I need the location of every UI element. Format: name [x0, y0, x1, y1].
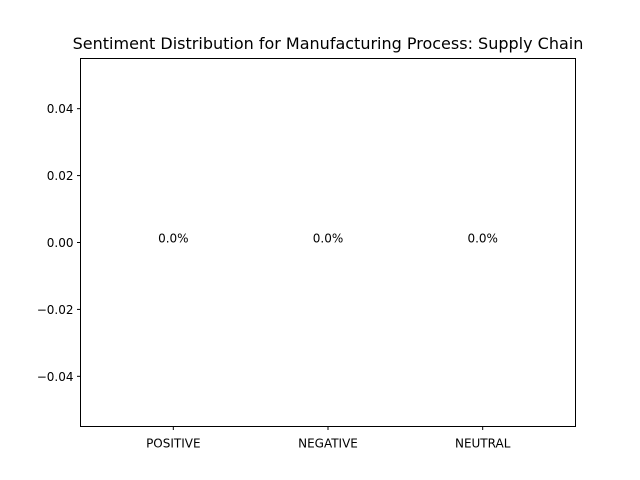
chart-title: Sentiment Distribution for Manufacturing…	[73, 34, 584, 53]
y-tick-label: 0.02	[47, 169, 74, 183]
y-tick-label: −0.04	[37, 370, 74, 384]
y-tick-label: −0.02	[37, 303, 74, 317]
y-tick-label: 0.04	[47, 102, 74, 116]
data-label-neutral: 0.0%	[467, 232, 498, 246]
x-tick-label-positive: POSITIVE	[146, 437, 201, 451]
x-tick-label-negative: NEGATIVE	[298, 437, 358, 451]
plot-area-frame	[80, 58, 576, 427]
y-tick-label: 0.00	[47, 236, 74, 250]
y-ticks-group: −0.04 −0.02 0.00 0.02 0.04	[37, 102, 81, 384]
data-label-negative: 0.0%	[313, 232, 344, 246]
data-labels-group: 0.0% 0.0% 0.0%	[158, 232, 498, 246]
x-ticks-group: POSITIVE NEGATIVE NEUTRAL	[146, 426, 511, 451]
x-tick-label-neutral: NEUTRAL	[455, 437, 511, 451]
data-label-positive: 0.0%	[158, 232, 189, 246]
